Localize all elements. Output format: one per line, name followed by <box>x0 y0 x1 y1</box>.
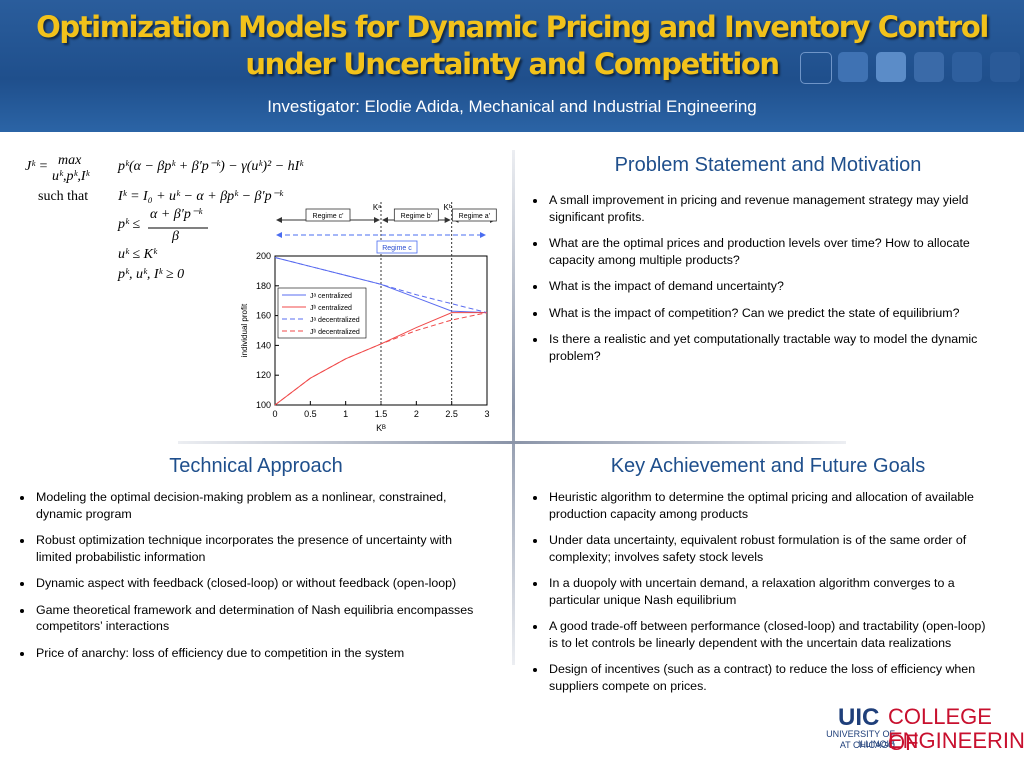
x-tick-label: 0 <box>272 409 277 419</box>
formula: uᵏ,pᵏ,Iᵏ <box>52 169 91 184</box>
regime-box <box>376 240 418 254</box>
subtitle: Investigator: Elodie Adida, Mechanical a… <box>267 97 757 116</box>
logo-text: UNIVERSITY OF ILLINOIS <box>826 729 895 749</box>
bullet: A small improvement in pricing and reven… <box>547 192 987 225</box>
bullet: Dynamic aspect with feedback (closed-loo… <box>34 575 484 592</box>
x-tick-label: 1.5 <box>375 409 388 419</box>
bullet: What is the impact of competition? Can w… <box>547 305 987 322</box>
formula: pᵏ ≤ <box>117 217 140 232</box>
bullet: In a duopoly with uncertain demand, a re… <box>547 575 997 608</box>
formula: pᵏ, uᵏ, Iᵏ ≥ 0 <box>117 267 184 282</box>
bullet: Modeling the optimal decision-making pro… <box>34 489 484 522</box>
marker-label: Kᵃ <box>373 203 382 212</box>
formula: Jᵏ = <box>25 159 48 174</box>
y-tick-label: 140 <box>256 340 271 350</box>
regime-label: Regime a' <box>459 213 490 220</box>
bullet: Is there a realistic and yet computation… <box>547 331 987 364</box>
regime-box <box>451 208 497 222</box>
x-tick-label: 1 <box>343 409 348 419</box>
formula: α + β′p⁻ᵏ <box>150 207 203 222</box>
formula: uᵏ ≤ Kᵏ <box>118 247 158 262</box>
legend-box <box>277 287 367 339</box>
decor-square <box>914 52 944 82</box>
logo-text: AT CHICAGO <box>839 740 895 750</box>
y-axis-label: individual profit <box>240 303 249 357</box>
decor-square <box>800 52 832 84</box>
bullet-list: A small improvement in pricing and reven… <box>530 192 987 374</box>
regime-label: Regime c <box>382 245 412 252</box>
bullet: What is the impact of demand uncertainty… <box>547 278 987 295</box>
decor-square <box>952 52 982 82</box>
section-heading: Problem Statement and Motivation <box>614 154 922 176</box>
header: Optimization Models for Dynamic Pricing … <box>0 0 1024 132</box>
logo-text: UIC <box>838 704 880 731</box>
x-tick-label: 0.5 <box>304 409 317 419</box>
decor-square <box>876 52 906 82</box>
formula: pᵏ(α − βpᵏ + β′p⁻ᵏ) − γ(uᵏ)² − hIᵏ <box>117 159 304 174</box>
legend-label: Jᵃ decentralized <box>310 317 360 324</box>
bullet: Game theoretical framework and determina… <box>34 602 484 635</box>
bullet: Design of incentives (such as a contract… <box>547 661 997 694</box>
y-tick-label: 120 <box>256 370 271 380</box>
formula: β <box>171 229 179 244</box>
y-tick-label: 160 <box>256 311 271 321</box>
decor-square <box>838 52 868 82</box>
legend-label: Jᵇ centralized <box>310 305 352 312</box>
formula: max <box>58 153 82 168</box>
bullet-list: Modeling the optimal decision-making pro… <box>17 489 484 671</box>
section-heading: Technical Approach <box>169 455 343 477</box>
logo-text: COLLEGE OF <box>888 704 992 755</box>
regime-label: Regime b' <box>401 213 432 220</box>
x-tick-label: 2 <box>414 409 419 419</box>
y-tick-label: 200 <box>256 251 271 261</box>
bullet: Under data uncertainty, equivalent robus… <box>547 532 997 565</box>
x-tick-label: 3 <box>484 409 489 419</box>
marker-label: Kᵇ <box>443 203 451 212</box>
section-heading: Key Achievement and Future Goals <box>610 455 926 477</box>
formula: Iᵏ = I₀ + uᵏ − α + βpᵏ − β′p⁻ᵏ <box>117 189 284 204</box>
series-line <box>274 257 488 314</box>
x-tick-label: 2.5 <box>445 409 458 419</box>
y-tick-label: 100 <box>256 400 271 410</box>
bullet: Heuristic algorithm to determine the opt… <box>547 489 997 522</box>
regime-box <box>393 208 439 222</box>
divider <box>178 441 846 444</box>
bullet-list: Heuristic algorithm to determine the opt… <box>530 489 997 704</box>
logo-text: ENGINEERING <box>888 728 1024 753</box>
series-line <box>274 312 488 406</box>
legend-label: Jᵃ centralized <box>310 293 352 300</box>
bullet: What are the optimal prices and producti… <box>547 235 987 268</box>
legend-label: Jᵇ decentralized <box>310 329 360 336</box>
bullet: Price of anarchy: loss of efficiency due… <box>34 645 484 662</box>
bullet: A good trade-off between performance (cl… <box>547 618 997 651</box>
decor-square <box>990 52 1020 82</box>
divider <box>512 150 515 665</box>
y-tick-label: 180 <box>256 281 271 291</box>
title: under Uncertainty and Competition <box>245 47 780 81</box>
formula: such that <box>38 189 88 204</box>
logo: UIC COLLEGE OF UNIVERSITY OF ILLINOIS AT… <box>790 704 1024 764</box>
x-axis-label: Kᴮ <box>376 423 386 433</box>
regime-box <box>305 208 351 222</box>
bullet: Robust optimization technique incorporat… <box>34 532 484 565</box>
title: Optimization Models for Dynamic Pricing … <box>36 10 989 44</box>
regime-label: Regime c' <box>313 213 344 220</box>
